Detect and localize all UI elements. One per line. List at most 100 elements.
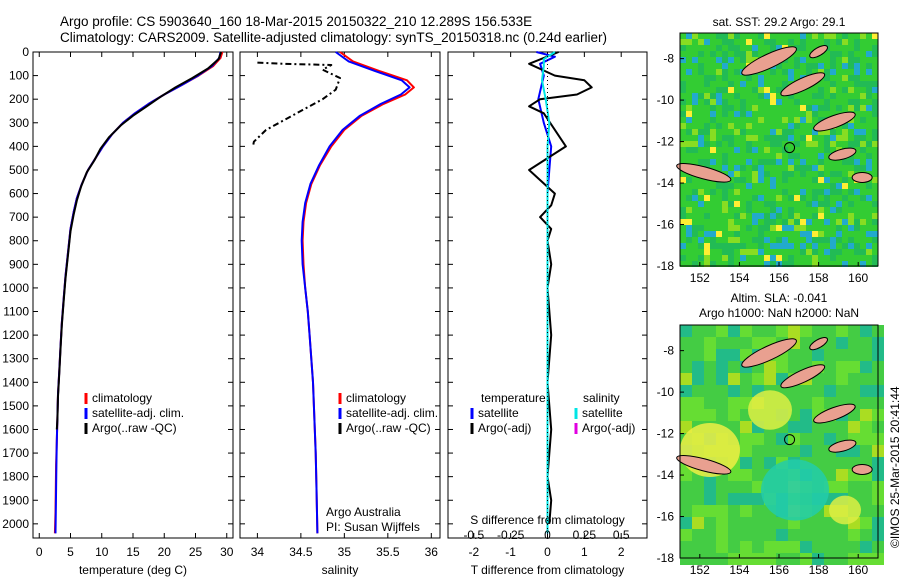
sst_map-cell [866, 255, 872, 261]
sst_map-cell [722, 45, 728, 51]
sst_map-cell [824, 219, 830, 225]
sst_map-cell [770, 201, 776, 207]
sla_map-argo-marker [784, 434, 796, 446]
sst_map-cell [824, 201, 830, 207]
sst_map-cell [776, 237, 782, 243]
sst_map-cell [788, 105, 794, 111]
sla_map-cell [848, 373, 860, 385]
depth-tick-label: 800 [9, 234, 29, 248]
sst_map-cell [716, 105, 722, 111]
sst_map-cell [842, 93, 848, 99]
sst_map-cell [824, 39, 830, 45]
sst_map-cell [848, 171, 854, 177]
sst_map-cell [866, 201, 872, 207]
sst_map-cell [710, 147, 716, 153]
sst_map-cell [800, 99, 806, 105]
sst_map-cell [806, 51, 812, 57]
sst_map-cell [734, 153, 740, 159]
sst_map-cell [812, 87, 818, 93]
sst_map-cell [830, 231, 836, 237]
temperature-xlabel: temperature (deg C) [79, 563, 187, 577]
sst_map-cell [812, 243, 818, 249]
diff-temperature-legend-label: satellite [478, 406, 519, 420]
sst_map-cell [842, 33, 848, 39]
sst_map-cell [716, 69, 722, 75]
sst_map-cell [854, 123, 860, 129]
sst_map-island [676, 163, 732, 183]
sla_map-cell [776, 541, 788, 553]
sst_map-cell [824, 57, 830, 63]
sst_map-cell [818, 177, 824, 183]
sst_map-cell [764, 75, 770, 81]
sla_map-cell [860, 445, 872, 457]
salinity-xlabel: salinity [322, 563, 359, 577]
sst_map-cell [788, 159, 794, 165]
sst_map-cell [866, 153, 872, 159]
sst_map-cell [764, 195, 770, 201]
sst_map-cell [692, 135, 698, 141]
sst_map-cell [746, 189, 752, 195]
sst_map-cell [830, 183, 836, 189]
sst_map-cell [812, 135, 818, 141]
sla_map-cell [716, 493, 728, 505]
sst_map-cell [746, 93, 752, 99]
sst_map-cell [818, 39, 824, 45]
sst_map-cell [686, 99, 692, 105]
sst_map-cell [752, 39, 758, 45]
sst_map-cell [752, 117, 758, 123]
sst_map-cell [842, 225, 848, 231]
sst_map-cell [728, 207, 734, 213]
sst_map-cell [866, 63, 872, 69]
sst_map-cell [746, 261, 752, 267]
sst_map-cell [824, 213, 830, 219]
sst_map-cell [782, 219, 788, 225]
sst_map-cell [722, 105, 728, 111]
sst_map-cell [692, 63, 698, 69]
sst_map-cell [680, 195, 686, 201]
sst_map-cell [824, 249, 830, 255]
sla_map-cell [680, 517, 692, 529]
sla_map-cell [776, 445, 788, 457]
sst_map-cell [818, 159, 824, 165]
sst_map-cell [680, 225, 686, 231]
sst_map-cell [776, 147, 782, 153]
sst_map-cell [740, 63, 746, 69]
sst_map-cell [836, 93, 842, 99]
sst_map-cell [824, 99, 830, 105]
sst_map-cell [788, 93, 794, 99]
sst_map-cell [728, 93, 734, 99]
sst_map-cell [782, 135, 788, 141]
sst_map-cell [686, 135, 692, 141]
sst_map-cell [866, 243, 872, 249]
sst_map-cell [788, 219, 794, 225]
sst_map-cell [872, 69, 878, 75]
sst_map-cell [860, 237, 866, 243]
sla_map-cell [848, 337, 860, 349]
sst_map-cell [860, 261, 866, 267]
sla_map-cell [788, 541, 800, 553]
sst_map-cell [848, 87, 854, 93]
sst_map-cell [842, 87, 848, 93]
sst_map-cell [836, 177, 842, 183]
sst_map-cell [764, 93, 770, 99]
sst_map-cell [716, 213, 722, 219]
sst_map-cell [794, 219, 800, 225]
temperature-xtick-label: 25 [189, 545, 203, 559]
sst_map-cell [722, 75, 728, 81]
sst_map-cell [710, 111, 716, 117]
sst_map-cell [680, 243, 686, 249]
sst_map-cell [770, 255, 776, 261]
sst_map-cell [842, 261, 848, 267]
sst_map-cell [722, 159, 728, 165]
sst_map-cell [710, 87, 716, 93]
sst_map-cell [782, 165, 788, 171]
sst_map-cell [710, 105, 716, 111]
sst_map-cell [824, 225, 830, 231]
sst_map-cell [782, 153, 788, 159]
sst_map-cell [716, 261, 722, 267]
sst_map-cell [704, 255, 710, 261]
sst_map-cell [752, 195, 758, 201]
sst_map-cell [800, 147, 806, 153]
sst_map-cell [704, 75, 710, 81]
sla_map [676, 324, 884, 565]
